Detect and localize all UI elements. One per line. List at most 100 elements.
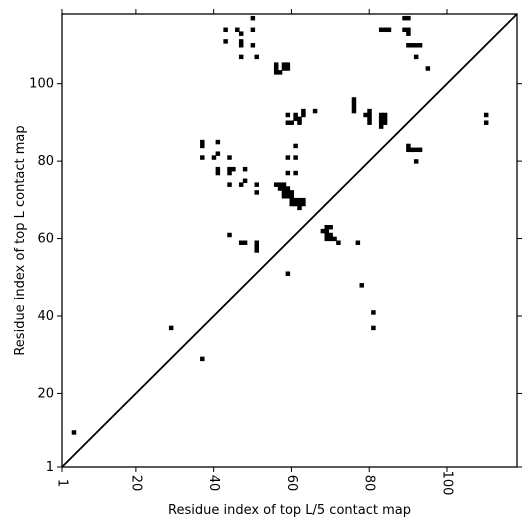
x-axis-label: Residue index of top L/5 contact map: [168, 503, 411, 518]
contact-point: [371, 325, 376, 331]
contact-point: [386, 27, 392, 33]
contact-point: [293, 201, 298, 207]
y-axis-label: Residue index of top L contact map: [13, 125, 28, 355]
contact-point: [367, 112, 372, 118]
contact-point: [250, 43, 256, 48]
contact-point: [402, 15, 407, 21]
contact-point: [378, 112, 384, 118]
contact-point: [242, 166, 248, 172]
contact-point: [351, 101, 357, 106]
contact-point: [223, 27, 228, 33]
contact-point: [250, 15, 256, 21]
contact-point: [320, 228, 326, 234]
contact-point: [235, 27, 240, 33]
y-tick-label: 20: [37, 386, 54, 401]
contact-point: [293, 170, 298, 176]
x-tick-label: 60: [284, 475, 299, 492]
contact-point: [297, 120, 302, 125]
contact-point: [406, 143, 411, 149]
contact-point: [223, 39, 228, 44]
contact-point: [402, 27, 407, 33]
contact-point: [273, 66, 279, 71]
contact-point: [371, 310, 376, 315]
plot-frame: [61, 13, 518, 468]
contact-point: [417, 147, 423, 153]
contact-point: [367, 120, 372, 125]
contact-point: [215, 170, 221, 176]
y-axis: 1 20 40 60 80 100: [29, 77, 522, 475]
contact-point: [254, 190, 259, 195]
contact-point: [215, 166, 221, 172]
contact-point: [378, 27, 384, 33]
contact-point: [242, 240, 248, 245]
contact-point: [293, 143, 298, 149]
contact-point: [367, 116, 372, 122]
x-tick-label: 20: [128, 475, 143, 492]
contact-point: [238, 39, 244, 44]
contact-point: [281, 186, 287, 191]
contact-point: [285, 112, 291, 118]
contact-point: [168, 325, 174, 331]
contact-point: [293, 116, 298, 122]
contact-point: [281, 194, 287, 199]
contact-point: [285, 120, 291, 125]
contact-point: [382, 27, 388, 33]
contact-point: [297, 197, 302, 203]
contact-point: [425, 66, 431, 71]
contact-point: [238, 240, 244, 245]
contact-point: [285, 62, 291, 67]
contact-point: [301, 201, 306, 207]
contact-point: [324, 232, 329, 238]
contact-point: [410, 43, 415, 48]
contact-point: [483, 112, 489, 118]
contact-point: [285, 66, 291, 71]
plot-area: [61, 13, 518, 468]
x-axis: 1 20 40 60 80 100: [55, 9, 455, 495]
contact-point: [312, 108, 318, 114]
y-tick-label: 1: [46, 460, 54, 475]
contact-point: [227, 232, 232, 238]
contact-point: [211, 155, 217, 160]
contact-point: [297, 201, 302, 207]
contact-point: [382, 112, 388, 118]
contact-point: [289, 201, 294, 207]
contact-point: [227, 166, 232, 172]
contact-point: [289, 120, 294, 125]
contact-point: [289, 194, 294, 199]
contact-point: [413, 54, 419, 60]
contact-point: [238, 182, 244, 187]
contact-point: [406, 43, 411, 48]
contact-point: [324, 228, 329, 234]
contact-point: [285, 155, 291, 160]
contact-point: [200, 356, 205, 362]
y-tick-label: 80: [37, 154, 54, 169]
contact-point: [359, 283, 364, 288]
y-tick-label: 60: [37, 232, 54, 247]
contact-point: [273, 182, 279, 187]
contact-point: [301, 197, 306, 203]
contact-point: [328, 225, 333, 230]
contact-point: [227, 155, 232, 160]
contact-point: [417, 43, 423, 48]
contact-point: [382, 120, 388, 125]
contact-point: [367, 108, 372, 114]
contact-point: [328, 236, 333, 242]
contact-point: [238, 43, 244, 48]
contact-point: [406, 147, 411, 153]
contact-point: [285, 170, 291, 176]
contact-point: [281, 190, 287, 195]
contact-point: [378, 124, 384, 129]
contact-point: [289, 190, 294, 195]
contact-point: [254, 248, 259, 253]
contact-point: [297, 116, 302, 122]
contact-point: [406, 15, 411, 21]
contact-point: [413, 43, 419, 48]
contact-point: [406, 31, 411, 36]
contact-point: [281, 182, 287, 187]
contact-point: [285, 271, 291, 276]
contact-point: [324, 225, 329, 230]
contact-point: [406, 27, 411, 33]
contact-point: [254, 244, 259, 249]
contact-point: [281, 62, 287, 67]
contact-point: [363, 112, 368, 118]
